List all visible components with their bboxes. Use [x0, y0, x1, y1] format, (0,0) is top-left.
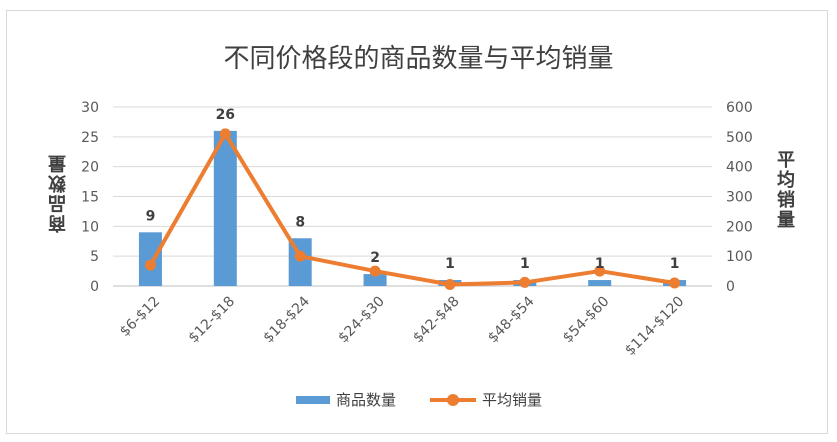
bar-data-label: 9 — [146, 208, 156, 224]
category-axis-ticks: $6-$12 $12-$18 $18-$24 $24-$30 $42-$48 $48-$5… — [117, 293, 688, 358]
legend-item-line: 平均销量 — [430, 389, 542, 410]
category-tick-label: $48-$54 — [485, 293, 538, 346]
line-point — [369, 265, 381, 277]
legend-line-label: 平均销量 — [482, 391, 543, 409]
left-tick-label: 15 — [81, 190, 99, 206]
bar-data-label: 1 — [520, 256, 530, 272]
category-tick-label: $18-$24 — [260, 293, 313, 346]
right-tick-label: 400 — [726, 160, 753, 176]
legend-bar-swatch — [296, 395, 330, 404]
bar-data-label: 2 — [370, 250, 380, 266]
bar-data-label: 1 — [445, 256, 455, 272]
bar — [363, 274, 387, 286]
right-tick-label: 300 — [726, 190, 753, 206]
category-tick-label: $42-$48 — [410, 294, 463, 347]
category-tick-label: $6-$12 — [117, 294, 163, 340]
legend: 商品数量 平均销量 — [296, 389, 576, 410]
right-axis-title: 平均销量 — [774, 150, 795, 230]
legend-item-bar: 商品数量 — [296, 389, 396, 410]
right-tick-label: 500 — [726, 130, 753, 146]
bar-data-label: 8 — [295, 214, 305, 230]
line-point — [144, 259, 156, 271]
line-point — [519, 276, 531, 288]
bar-data-label: 1 — [595, 256, 605, 272]
category-tick-label: $114-$120 — [622, 294, 687, 359]
legend-line-swatch — [430, 393, 477, 406]
category-tick-label: $54-$60 — [560, 294, 613, 347]
line-point — [294, 250, 306, 262]
bar-data-label: 26 — [216, 107, 235, 123]
bar — [213, 130, 237, 286]
bar-data-label: 1 — [670, 256, 680, 272]
gridlines — [113, 106, 712, 287]
line-point — [444, 279, 456, 291]
left-axis-ticks: 0 5 10 15 20 25 30 — [81, 100, 99, 295]
left-tick-label: 20 — [81, 160, 99, 176]
bar — [138, 232, 162, 286]
line-point — [219, 128, 231, 140]
left-tick-label: 30 — [81, 100, 99, 116]
chart-title: 不同价格段的商品数量与平均销量 — [223, 44, 614, 74]
top-strip — [0, 0, 837, 8]
data-labels: 9 26 8 2 1 1 1 1 — [146, 107, 680, 272]
right-axis-ticks: 0 100 200 300 400 500 600 — [726, 100, 753, 295]
right-tick-label: 100 — [726, 249, 753, 265]
line-point — [594, 265, 606, 277]
right-tick-label: 200 — [726, 219, 753, 235]
right-tick-label: 0 — [726, 279, 735, 295]
line-series — [144, 128, 681, 291]
series-line — [148, 131, 675, 287]
left-tick-label: 10 — [81, 219, 99, 235]
left-tick-label: 0 — [90, 279, 99, 295]
bar — [588, 280, 612, 286]
line-point — [669, 277, 681, 289]
category-tick-label: $24-$30 — [335, 294, 388, 347]
chart-frame — [6, 10, 828, 434]
right-tick-label: 600 — [726, 100, 753, 116]
left-tick-label: 5 — [90, 249, 99, 265]
category-tick-label: $12-$18 — [185, 294, 238, 347]
left-tick-label: 25 — [81, 130, 99, 146]
legend-bar-label: 商品数量 — [336, 391, 397, 409]
